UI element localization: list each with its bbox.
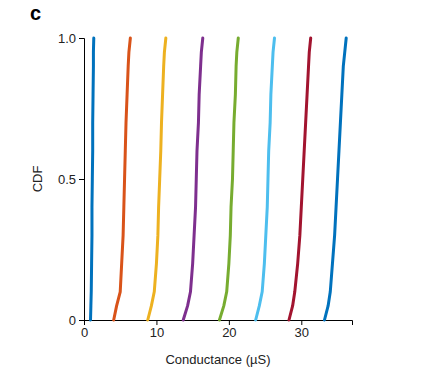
y-axis-line — [79, 39, 85, 321]
x-axis: 0 10 20 30 — [81, 320, 353, 340]
x-tick-label: 20 — [222, 325, 236, 340]
y-tick: 0.5 — [58, 172, 84, 187]
cdf-line — [148, 38, 166, 320]
y-tick-mark — [79, 320, 84, 321]
x-tick-label: 30 — [295, 325, 309, 340]
cdf-line — [256, 38, 275, 320]
x-axis-title: Conductance (µS) — [165, 352, 270, 367]
plot: 0 10 20 30 0 0.5 1.0 — [58, 31, 353, 341]
y-tick: 1.0 — [58, 31, 84, 46]
lines — [91, 38, 347, 320]
y-tick-label: 0.5 — [58, 172, 76, 187]
x-tick: 10 — [150, 320, 164, 340]
y-tick: 0 — [69, 313, 84, 328]
x-axis-line — [85, 321, 353, 326]
panel-label: c — [30, 2, 41, 24]
chart: 0 10 20 30 0 0.5 1.0 Conductance (µS) CDF c — [0, 0, 437, 381]
y-tick-label: 0 — [69, 313, 76, 328]
cdf-line — [289, 38, 311, 320]
y-tick-label: 1.0 — [58, 31, 76, 46]
x-tick: 30 — [295, 320, 309, 340]
cdf-line — [91, 38, 94, 320]
x-tick-label: 0 — [81, 325, 88, 340]
cdf-line — [219, 38, 238, 320]
cdf-line — [324, 38, 346, 320]
cdf-line — [183, 38, 203, 320]
x-tick: 20 — [222, 320, 236, 340]
y-tick-mark — [79, 38, 84, 39]
y-axis: 0 0.5 1.0 — [58, 31, 85, 328]
y-tick-mark — [79, 179, 84, 180]
x-tick-label: 10 — [150, 325, 164, 340]
y-axis-title: CDF — [30, 166, 45, 193]
x-tick: 0 — [81, 320, 88, 340]
cdf-line — [114, 38, 131, 320]
